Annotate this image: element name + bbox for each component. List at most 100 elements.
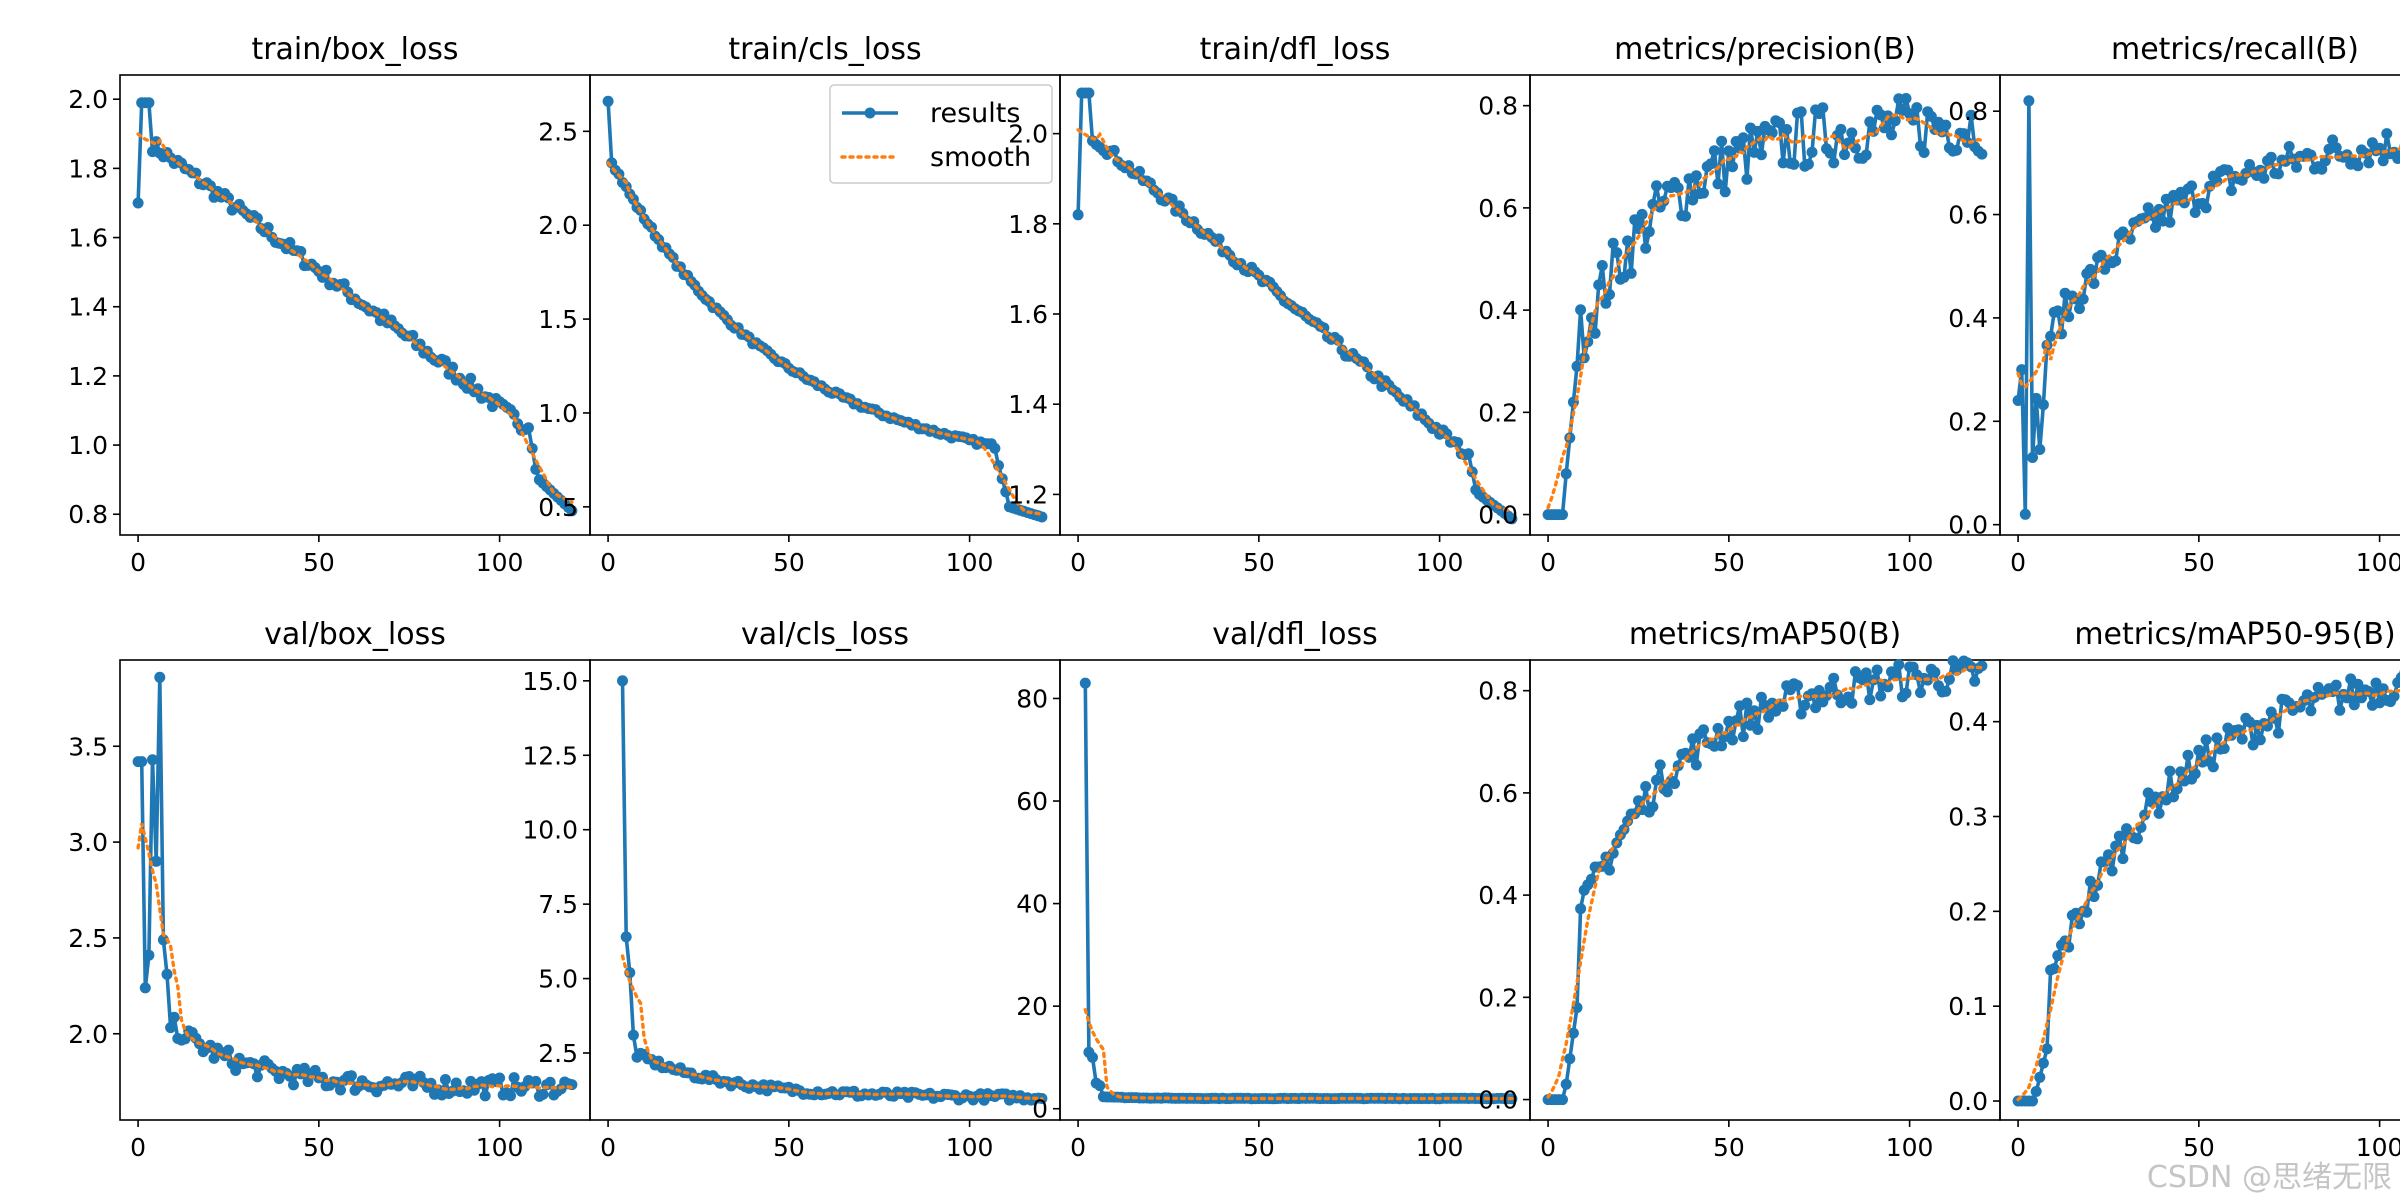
results-point xyxy=(1900,93,1912,104)
x-tick-label: 100 xyxy=(2356,1133,2400,1162)
results-point xyxy=(1929,666,1941,678)
results-point xyxy=(2377,683,2389,695)
results-point xyxy=(2103,849,2114,861)
y-tick-label: 10.0 xyxy=(522,816,578,845)
y-tick-label: 0.4 xyxy=(1948,304,1988,333)
y-tick-label: 2.0 xyxy=(538,211,578,240)
results-point xyxy=(2222,164,2234,176)
smooth-line xyxy=(1076,128,1514,514)
results-point xyxy=(2074,303,2085,315)
smooth-line xyxy=(2016,146,2400,390)
results-point xyxy=(1083,87,1095,99)
panel-title: train/cls_loss xyxy=(728,32,921,67)
results-point xyxy=(1781,124,1793,135)
legend-results-marker xyxy=(864,107,876,119)
y-tick-label: 0.8 xyxy=(1478,677,1518,706)
results-point xyxy=(1766,127,1778,139)
y-tick-label: 1.6 xyxy=(1008,300,1048,329)
y-tick-label: 12.5 xyxy=(522,741,578,770)
results-point xyxy=(2164,765,2176,777)
results-point xyxy=(523,422,534,434)
axes-frame xyxy=(1529,659,2001,1121)
results-point xyxy=(479,1090,491,1102)
results-point xyxy=(2272,168,2284,180)
results-point xyxy=(617,675,628,687)
results-point xyxy=(147,754,158,766)
y-tick-label: 0.6 xyxy=(1478,194,1518,223)
results-point xyxy=(2200,734,2212,746)
results-point xyxy=(2164,216,2176,228)
results-point xyxy=(1708,145,1720,157)
results-point xyxy=(2218,743,2230,754)
y-tick-label: 7.5 xyxy=(538,890,578,919)
results-point xyxy=(1719,186,1731,198)
y-tick-label: 0.4 xyxy=(1948,708,1988,737)
y-tick-label: 0.4 xyxy=(1478,881,1518,910)
x-tick-label: 100 xyxy=(946,548,994,577)
results-point xyxy=(2124,233,2136,245)
results-point xyxy=(1593,279,1605,291)
legend-smooth-label: smooth xyxy=(930,142,1031,173)
smooth-line xyxy=(1546,665,1984,1099)
results-point xyxy=(2052,305,2064,317)
results-point xyxy=(2117,853,2129,865)
results-point xyxy=(1607,237,1619,249)
results-point xyxy=(1860,149,1872,161)
y-tick-label: 20 xyxy=(1016,992,1048,1021)
results-point xyxy=(2099,263,2111,275)
results-point xyxy=(2048,963,2060,975)
results-point xyxy=(1560,468,1572,480)
results-point xyxy=(1712,722,1724,734)
results-point xyxy=(1687,194,1699,206)
results-point xyxy=(1824,147,1836,159)
results-point xyxy=(2236,733,2248,745)
y-tick-label: 0 xyxy=(1032,1095,1048,1124)
results-point xyxy=(2106,865,2118,877)
results-point xyxy=(2334,704,2346,716)
results-point xyxy=(1737,731,1749,743)
results-point xyxy=(2316,163,2328,175)
results-point xyxy=(1893,659,1905,671)
results-point xyxy=(1625,267,1637,279)
x-tick-label: 50 xyxy=(1713,548,1745,577)
results-point xyxy=(566,505,578,517)
results-point xyxy=(1839,149,1850,161)
x-tick-label: 0 xyxy=(2010,548,2026,577)
results-point xyxy=(1575,903,1587,915)
results-point xyxy=(2084,263,2096,275)
results-point xyxy=(1795,106,1807,118)
results-point xyxy=(1600,297,1612,309)
results-point xyxy=(1079,677,1091,689)
y-tick-label: 0.8 xyxy=(1948,97,1988,126)
results-point xyxy=(1969,675,1981,687)
results-point xyxy=(1690,170,1702,182)
panel-val-dfl-loss: val/dfl_loss 0 50 100 0 20 40 60 80 xyxy=(1016,617,1531,1162)
results-point xyxy=(2363,157,2375,169)
results-point xyxy=(1596,260,1608,271)
results-point xyxy=(223,192,234,204)
results-point xyxy=(1835,123,1847,135)
results-point xyxy=(2037,399,2049,411)
results-point xyxy=(1817,102,1829,114)
results-point xyxy=(1651,774,1662,786)
results-point xyxy=(2305,705,2317,717)
results-point xyxy=(2088,278,2100,289)
results-point xyxy=(1821,690,1832,702)
results-point xyxy=(2019,508,2031,520)
results-point xyxy=(2330,679,2342,691)
results-point xyxy=(1741,697,1753,709)
panel-title: val/cls_loss xyxy=(741,617,909,652)
results-point xyxy=(1087,1051,1098,1063)
results-point xyxy=(1727,734,1738,746)
results-point xyxy=(1824,681,1836,693)
results-point xyxy=(2113,830,2125,842)
results-point xyxy=(1846,697,1858,709)
results-point xyxy=(1918,147,1930,158)
x-tick-label: 50 xyxy=(1243,1133,1275,1162)
y-tick-label: 0.3 xyxy=(1948,802,1988,831)
axes-frame xyxy=(119,659,591,1121)
y-tick-label: 0.0 xyxy=(1478,1086,1518,1115)
y-tick-label: 1.4 xyxy=(1008,390,1048,419)
results-point xyxy=(989,442,1001,454)
x-tick-label: 0 xyxy=(1540,1133,1556,1162)
